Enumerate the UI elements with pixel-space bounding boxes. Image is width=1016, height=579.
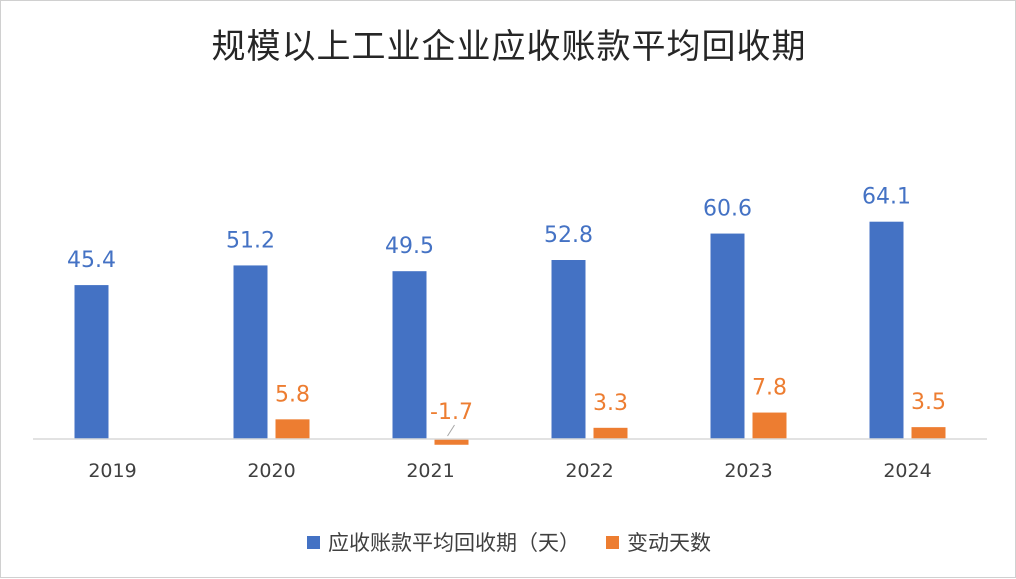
data-label-series-1-2019: 45.4 xyxy=(67,248,116,273)
x-tick-label-2019: 2019 xyxy=(88,460,136,482)
x-tick-label-2022: 2022 xyxy=(565,460,613,482)
chart-legend: 应收账款平均回收期（天） 变动天数 xyxy=(1,527,1016,557)
x-tick-label-2024: 2024 xyxy=(883,460,931,482)
bar-series-1-2024 xyxy=(869,221,904,439)
x-tick-label-2020: 2020 xyxy=(247,460,295,482)
bar-series-2-2024 xyxy=(911,427,946,439)
data-label-series-2-2022: 3.3 xyxy=(593,391,628,416)
legend-label-series-2: 变动天数 xyxy=(627,531,711,555)
x-tick-label-2021: 2021 xyxy=(406,460,454,482)
data-label-leader-2021 xyxy=(447,424,455,437)
bar-series-1-2023 xyxy=(710,233,745,439)
bar-series-1-2022 xyxy=(551,260,586,439)
bar-series-2-2020 xyxy=(275,419,310,439)
chart-title: 规模以上工业企业应收账款平均回收期 xyxy=(211,27,807,67)
data-label-series-2-2024: 3.5 xyxy=(911,390,946,415)
data-label-series-1-2022: 52.8 xyxy=(544,223,593,248)
bar-series-2-2023 xyxy=(752,412,787,439)
data-label-series-1-2023: 60.6 xyxy=(703,197,752,222)
legend-label-series-1: 应收账款平均回收期（天） xyxy=(328,531,580,555)
bar-series-2-2022 xyxy=(593,427,628,439)
data-label-series-1-2020: 51.2 xyxy=(226,228,275,253)
bar-series-2-2021 xyxy=(434,439,469,445)
bar-series-1-2019 xyxy=(74,285,109,439)
data-label-series-2-2021: -1.7 xyxy=(430,400,473,425)
data-label-series-1-2024: 64.1 xyxy=(862,185,911,210)
legend-item-series-2: 变动天数 xyxy=(606,527,711,557)
data-label-series-2-2023: 7.8 xyxy=(752,376,787,401)
bar-series-1-2021 xyxy=(392,271,427,439)
data-label-series-2-2020: 5.8 xyxy=(275,382,310,407)
data-label-series-1-2021: 49.5 xyxy=(385,234,434,259)
bar-series-1-2020 xyxy=(233,265,268,439)
legend-swatch-series-1 xyxy=(307,535,320,549)
legend-swatch-series-2 xyxy=(606,535,619,549)
x-tick-label-2023: 2023 xyxy=(724,460,772,482)
legend-item-series-1: 应收账款平均回收期（天） xyxy=(307,527,580,557)
